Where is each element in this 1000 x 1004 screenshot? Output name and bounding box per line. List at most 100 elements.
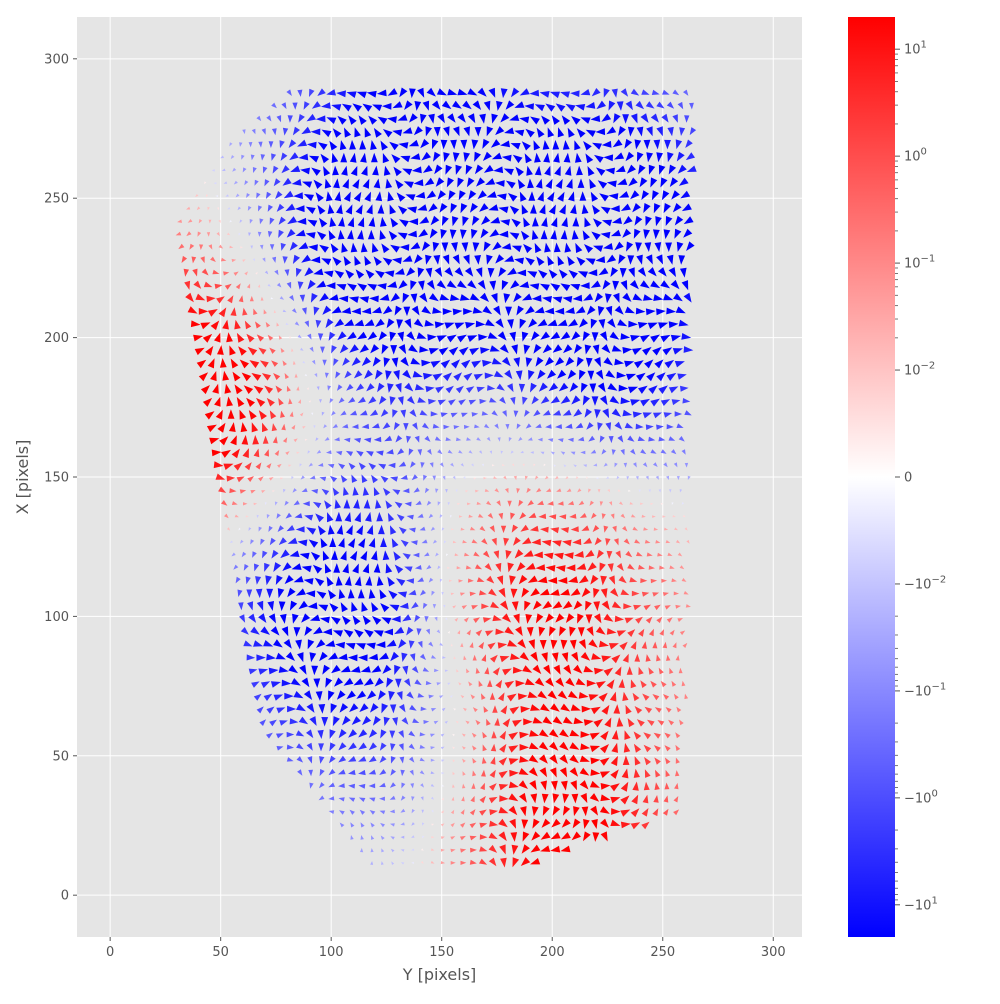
field-arrow	[601, 344, 611, 354]
field-arrow	[662, 592, 669, 597]
field-arrow	[389, 204, 397, 215]
field-arrow	[521, 819, 529, 830]
field-arrow	[673, 293, 683, 302]
field-arrow	[430, 758, 435, 762]
field-arrow	[445, 385, 454, 394]
field-arrow	[618, 384, 629, 392]
field-arrow	[235, 283, 241, 290]
field-arrow	[653, 462, 658, 467]
field-arrow	[258, 613, 267, 623]
field-arrow	[420, 706, 427, 711]
field-arrow	[624, 730, 631, 740]
field-arrow	[386, 677, 394, 688]
field-arrow	[557, 577, 568, 584]
field-arrow	[651, 190, 659, 201]
field-arrow	[299, 552, 310, 560]
field-arrow	[492, 615, 502, 622]
field-arrow	[653, 139, 661, 150]
field-arrow	[400, 409, 407, 418]
field-arrow	[378, 652, 389, 660]
field-arrow	[489, 229, 500, 237]
field-arrow	[338, 295, 349, 303]
field-arrow	[640, 398, 650, 407]
field-arrow	[519, 652, 530, 661]
field-arrow	[451, 242, 458, 252]
field-arrow	[229, 488, 237, 494]
field-arrow	[251, 681, 260, 688]
field-arrow	[277, 463, 282, 468]
field-arrow	[588, 435, 595, 442]
field-arrow	[591, 88, 601, 97]
field-arrow	[454, 322, 465, 330]
field-arrow	[375, 191, 383, 202]
field-arrow	[612, 280, 620, 291]
field-arrow	[286, 525, 295, 532]
field-arrow	[208, 219, 212, 224]
field-arrow	[552, 296, 563, 303]
field-arrow	[594, 357, 601, 368]
field-arrow	[306, 141, 317, 149]
field-arrow	[519, 116, 530, 124]
field-arrow	[678, 667, 683, 674]
field-arrow	[553, 664, 561, 675]
field-arrow	[550, 283, 561, 292]
field-arrow	[549, 741, 559, 751]
field-arrow	[626, 241, 634, 252]
field-arrow	[482, 138, 490, 149]
field-arrow	[411, 822, 415, 826]
field-arrow	[439, 203, 448, 213]
field-arrow	[347, 538, 356, 548]
field-arrow	[432, 475, 436, 481]
field-arrow	[431, 836, 435, 839]
field-arrow	[275, 575, 283, 585]
field-arrow	[253, 640, 264, 647]
field-arrow	[466, 629, 471, 636]
field-arrow	[486, 191, 497, 198]
field-arrow	[422, 822, 425, 826]
field-arrow	[406, 514, 414, 520]
field-arrow	[472, 100, 482, 110]
field-arrow	[380, 537, 387, 547]
field-arrow	[428, 513, 434, 519]
field-arrow	[362, 486, 369, 496]
field-arrow	[436, 335, 447, 342]
x-tick-label: 150	[429, 945, 454, 960]
field-arrow	[394, 268, 405, 275]
field-arrow	[307, 602, 318, 610]
field-arrow	[679, 267, 687, 278]
field-arrow	[585, 614, 593, 624]
field-arrow	[187, 219, 193, 223]
field-arrow	[257, 284, 261, 288]
field-arrow	[351, 601, 358, 612]
field-arrow	[359, 139, 367, 150]
field-arrow	[417, 397, 427, 403]
field-arrow	[304, 514, 314, 521]
field-arrow	[389, 782, 396, 788]
field-arrow	[190, 320, 201, 328]
x-tick-label: 50	[212, 945, 229, 960]
field-arrow	[431, 100, 441, 110]
field-arrow	[466, 668, 470, 674]
field-arrow	[329, 475, 338, 483]
field-arrow	[390, 525, 397, 535]
field-arrow	[468, 190, 477, 200]
field-arrow	[504, 255, 515, 262]
field-arrow	[233, 564, 239, 570]
field-arrow	[348, 742, 357, 750]
field-arrow	[370, 822, 375, 828]
field-arrow	[501, 613, 512, 623]
field-arrow	[380, 835, 385, 840]
field-arrow	[590, 280, 601, 288]
field-arrow	[444, 322, 455, 329]
field-arrow	[263, 693, 273, 701]
field-arrow	[533, 344, 542, 354]
field-arrow	[643, 139, 651, 150]
field-arrow	[356, 690, 367, 699]
field-arrow	[328, 331, 336, 341]
field-arrow	[602, 408, 610, 419]
field-arrow	[513, 410, 519, 418]
field-arrow	[303, 194, 314, 202]
field-arrow	[389, 141, 399, 151]
field-arrow	[650, 177, 658, 188]
field-arrow	[683, 292, 692, 303]
